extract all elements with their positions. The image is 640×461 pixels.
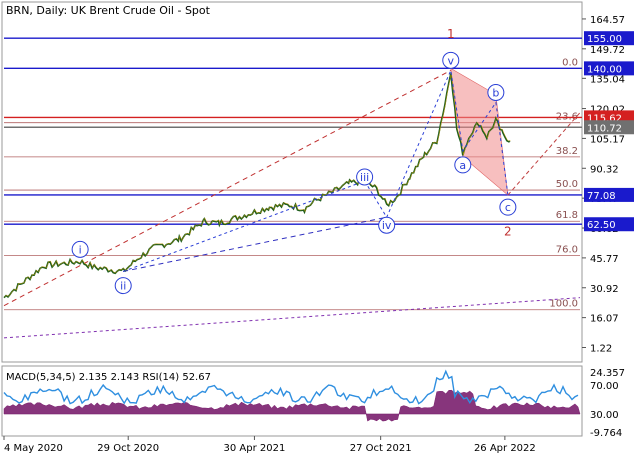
price-level-value: 140.00 [587,64,622,75]
indicator-axis-label-right: 70.00 [590,381,619,392]
indicator-label: MACD(5,34,5) 2.135 2.143 RSI(14) 52.67 [6,372,211,383]
time-axis-label: 4 May 2020 [4,443,63,454]
price-layer [3,72,511,299]
wave-label: ii [120,280,126,293]
long-trend-line [3,297,581,339]
price-level-box [584,61,634,76]
fib-level-label: 100.0 [549,299,578,310]
time-axis-label: 29 Oct 2020 [97,443,159,454]
wave-label-circle [487,83,505,101]
price-level-value: 110.72 [587,123,622,134]
chart-title: BRN, Daily: UK Brent Crude Oil - Spot [6,4,211,17]
price-series-highlight [4,72,511,298]
price-axis-label: 135.04 [590,74,625,85]
price-level-box [584,31,634,46]
wave-label-circle [356,168,374,186]
wave-label-circle [454,156,472,174]
macd-histogram [3,389,581,422]
price-level-value: 155.00 [587,34,622,45]
price-level-box [584,120,634,135]
indicator-panel-border [1,365,583,437]
wave-degree-label: 1 [447,27,455,41]
wave-label-circle [442,51,460,69]
price-axis-label: 16.07 [590,314,619,325]
price-axis-label: 90.32 [590,164,619,175]
rsi-line [3,369,579,405]
wave-label: iv [382,219,392,232]
price-axis-layer: 164.57149.72135.04120.02105.1790.3275.47… [582,15,634,354]
time-axis-layer: 4 May 2020 29 Oct 2020 30 Apr 2021 27 Oct 2… [3,436,536,454]
wave-label-circle [499,198,517,216]
price-axis-label: 105.17 [590,134,625,145]
time-axis-label: 27 Oct 2021 [350,443,412,454]
wave-label: c [505,201,511,214]
wave-label: iii [360,171,369,184]
fib-level-label: 0.0 [562,57,578,68]
fib-level-label: 61.8 [556,210,578,221]
price-level-box [584,217,634,232]
indicator-axis-label: 24.357 [590,368,625,379]
wave-label: b [492,86,499,99]
price-axis-label: 120.02 [590,105,625,116]
wave-label: a [459,159,466,172]
trend-layer [3,69,581,339]
wave-label-circle [378,216,396,234]
price-axis-label: 1.22 [590,343,612,354]
wave-label-circle [71,240,89,258]
time-axis-label: 26 Apr 2022 [474,443,536,454]
price-level-box [584,187,634,202]
price-level-value: 62.50 [587,220,616,231]
wave-degree-label: 2 [504,224,512,238]
main-panel-border [1,1,583,363]
channel-line [3,69,452,307]
wave-label: i [79,243,82,256]
elliott-wave-path [123,68,509,272]
wave-label: v [448,54,455,67]
wave-path-layer [123,68,509,272]
price-axis-label: 149.72 [590,45,625,56]
price-axis-label: 30.92 [590,284,619,295]
fib-level-label: 50.0 [556,179,578,190]
time-axis-label: 30 Apr 2021 [224,443,286,454]
indicator-axis-label: 30.00 [590,410,619,421]
indicator-layer: 24.357 30.00 -9.764 70.00 [3,368,625,439]
price-level-value: 77.08 [587,191,616,202]
fib-level-label: 38.2 [556,146,578,157]
indicator-axis-label: -9.764 [590,428,622,439]
price-level-value: 115.62 [587,113,622,124]
projection-line [507,112,581,196]
price-axis-label: 45.77 [590,254,619,265]
wave-label-circle [114,277,132,295]
price-series-line [3,73,511,299]
price-axis-label: 164.57 [590,15,625,26]
fib-level-label: 76.0 [556,244,578,255]
